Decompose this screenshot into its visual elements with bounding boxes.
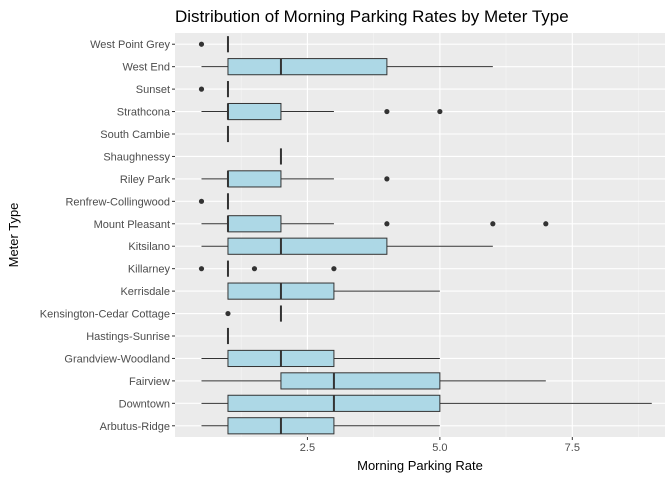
- outlier-point: [251, 266, 258, 272]
- box-iqr: [227, 102, 282, 121]
- y-tick-label: Strathcona: [117, 107, 171, 119]
- y-tick-label: Hastings-Sunrise: [86, 331, 170, 343]
- outlier-point: [198, 266, 205, 272]
- box-iqr: [227, 215, 282, 233]
- outlier-point: [384, 108, 390, 115]
- outlier-point: [543, 221, 549, 227]
- y-tick-label: Kensington-Cedar Cottage: [40, 309, 170, 321]
- y-tick-label: Kitsilano: [128, 241, 170, 253]
- box-mount-pleasant: [201, 215, 549, 233]
- plot-panel: [175, 33, 665, 437]
- outlier-point: [225, 310, 231, 317]
- y-tick-label: West Point Grey: [90, 39, 170, 51]
- x-axis-ticks: 2.5 5.0 7.5: [300, 437, 580, 454]
- box-kitsilano: [201, 237, 493, 255]
- box-arbutus-ridge: [201, 417, 440, 435]
- box-west-end: [201, 58, 493, 76]
- y-tick-label: South Cambie: [100, 129, 170, 141]
- y-tick-label: Shaughnessy: [103, 151, 170, 163]
- y-tick-label: Grandview-Woodland: [64, 353, 170, 365]
- y-tick-label: Kerrisdale: [120, 286, 170, 298]
- outlier-point: [198, 198, 205, 204]
- y-tick-label: West End: [123, 62, 171, 74]
- chart-title: Distribution of Morning Parking Rates by…: [175, 7, 569, 26]
- outlier-point: [198, 86, 205, 92]
- x-axis-title: Morning Parking Rate: [357, 458, 483, 473]
- y-tick-label: Downtown: [119, 398, 170, 410]
- outlier-point: [384, 221, 390, 227]
- y-tick-label: Fairview: [129, 376, 170, 388]
- y-tick-label: Riley Park: [120, 174, 171, 186]
- y-axis-title: Meter Type: [6, 203, 21, 268]
- box-fairview: [201, 372, 546, 390]
- box-series: [198, 36, 652, 435]
- box-downtown: [201, 394, 652, 412]
- y-tick-label: Arbutus-Ridge: [100, 421, 170, 433]
- outlier-point: [198, 41, 205, 47]
- y-tick-label: Sunset: [136, 84, 170, 96]
- box-west-point-grey: [198, 36, 229, 53]
- box-riley-park: [201, 170, 390, 188]
- box-killarney: [198, 260, 337, 277]
- box-strathcona: [201, 102, 443, 121]
- box-iqr: [280, 372, 441, 390]
- outlier-point: [331, 266, 337, 272]
- box-iqr: [227, 58, 388, 76]
- box-sunset: [198, 81, 229, 98]
- outlier-point: [490, 221, 496, 227]
- box-grandview-woodland: [201, 349, 440, 368]
- x-tick-label: 7.5: [565, 442, 580, 454]
- box-renfrew-collingwood: [198, 193, 229, 210]
- x-tick-label: 2.5: [300, 442, 315, 454]
- x-tick-label: 5.0: [432, 442, 447, 454]
- outlier-point: [437, 108, 443, 115]
- y-axis-ticks: West Point Grey West End Sunset Strathcona S…: [40, 39, 175, 433]
- box-kensington-cedar-cottage: [225, 305, 282, 322]
- box-iqr: [227, 170, 282, 188]
- outlier-point: [384, 176, 390, 182]
- y-tick-label: Mount Pleasant: [94, 219, 170, 231]
- box-kerrisdale: [227, 282, 440, 300]
- y-tick-label: Killarney: [128, 264, 171, 276]
- y-tick-label: Renfrew-Collingwood: [65, 196, 170, 208]
- box-iqr: [227, 237, 388, 255]
